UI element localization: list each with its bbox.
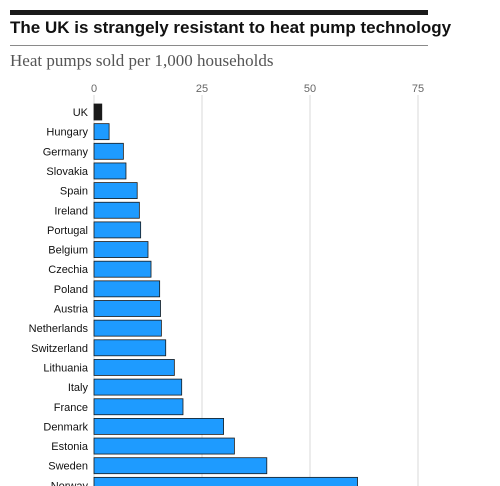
category-label: Denmark xyxy=(43,421,88,433)
bar-portugal xyxy=(93,221,142,239)
category-label: Ireland xyxy=(54,205,88,217)
x-tick-label: 50 xyxy=(304,83,316,95)
bar-spain xyxy=(93,182,138,200)
title-divider xyxy=(10,45,428,46)
x-tick-label: 0 xyxy=(91,83,97,95)
bar-poland xyxy=(93,280,161,298)
category-label: Italy xyxy=(68,382,89,394)
category-label: Portugal xyxy=(47,225,88,237)
category-label: Switzerland xyxy=(31,343,88,355)
bar-uk xyxy=(93,103,103,121)
bar-ireland xyxy=(93,201,140,219)
category-label: UK xyxy=(73,107,89,119)
category-label: Slovakia xyxy=(46,166,88,178)
chart-title: The UK is strangely resistant to heat pu… xyxy=(10,18,452,37)
bar-austria xyxy=(93,300,161,317)
bar-sweden xyxy=(93,457,268,475)
x-tick-label: 25 xyxy=(196,83,208,95)
top-accent-bar xyxy=(10,10,428,15)
category-label: Spain xyxy=(60,186,88,198)
category-label: Norway xyxy=(51,480,89,486)
category-label: Czechia xyxy=(48,264,89,276)
category-label: Poland xyxy=(54,284,88,296)
category-label: Estonia xyxy=(51,441,89,453)
bar-czechia xyxy=(93,260,152,278)
x-tick-label: 75 xyxy=(412,83,424,95)
bar-italy xyxy=(93,378,183,396)
bar-germany xyxy=(93,142,124,160)
bar-netherlands xyxy=(93,319,162,337)
category-label: Hungary xyxy=(46,127,88,139)
category-label: Belgium xyxy=(48,245,88,257)
bar-denmark xyxy=(93,417,225,435)
bar-france xyxy=(93,398,184,416)
category-label: France xyxy=(54,402,88,414)
bar-lithuania xyxy=(93,359,175,376)
category-label: Netherlands xyxy=(29,323,89,335)
bar-estonia xyxy=(93,437,235,455)
bar-belgium xyxy=(93,241,149,258)
bar-switzerland xyxy=(93,339,167,357)
chart-subtitle: Heat pumps sold per 1,000 households xyxy=(10,51,274,70)
bar-slovakia xyxy=(93,162,127,180)
category-label: Lithuania xyxy=(43,362,89,374)
category-label: Sweden xyxy=(48,461,88,473)
bar-hungary xyxy=(93,123,110,141)
category-label: Germany xyxy=(43,146,89,158)
bar-norway xyxy=(93,476,358,486)
category-label: Austria xyxy=(54,304,89,316)
